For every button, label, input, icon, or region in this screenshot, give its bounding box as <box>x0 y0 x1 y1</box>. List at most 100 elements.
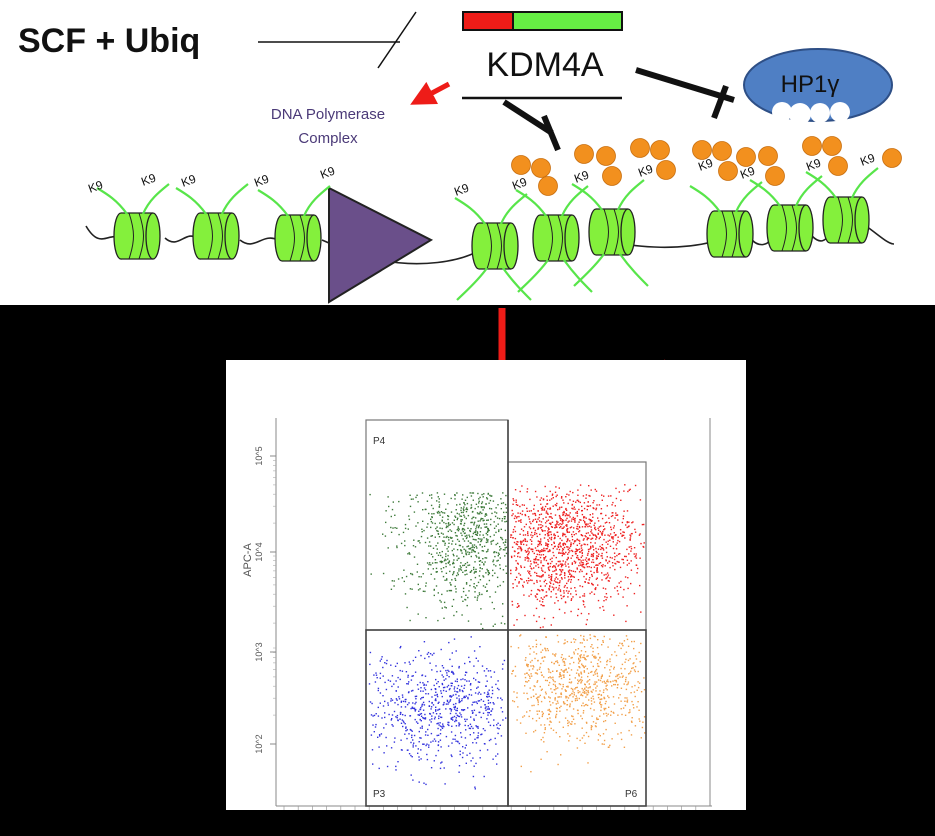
event-dot <box>487 670 490 672</box>
event-dot <box>546 547 548 550</box>
event-dot <box>590 725 593 727</box>
event-dot <box>607 534 609 536</box>
event-dot <box>428 746 430 748</box>
event-dot <box>455 534 457 537</box>
event-dot <box>625 658 627 661</box>
event-dot <box>585 536 587 538</box>
event-dot <box>443 493 446 495</box>
event-dot <box>491 512 493 515</box>
event-dot <box>455 509 457 511</box>
event-dot <box>586 505 588 507</box>
event-dot <box>419 588 421 590</box>
event-dot <box>419 681 421 684</box>
event-dot <box>434 562 436 564</box>
event-dot <box>454 515 456 517</box>
event-dot <box>637 670 639 673</box>
event-dot <box>490 676 492 678</box>
event-dot <box>487 691 489 693</box>
event-dot <box>456 680 458 683</box>
event-dot <box>597 739 599 741</box>
event-dot <box>473 546 475 549</box>
event-dot <box>587 501 589 503</box>
event-dot <box>504 518 506 520</box>
event-dot <box>550 523 552 526</box>
event-dot <box>424 541 427 544</box>
event-dot <box>502 502 505 504</box>
event-dot <box>603 600 605 602</box>
methyl-group <box>531 158 551 178</box>
event-dot <box>529 653 531 655</box>
event-dot <box>473 718 475 720</box>
event-dot <box>455 720 458 722</box>
event-dot <box>511 600 513 603</box>
event-dot <box>504 541 507 543</box>
event-dot <box>437 510 440 513</box>
event-dot <box>578 525 581 528</box>
event-dot <box>517 512 519 514</box>
event-dot <box>471 712 474 714</box>
event-dot <box>382 675 384 677</box>
event-dot <box>592 533 594 536</box>
event-dot <box>556 707 558 710</box>
event-dot <box>606 680 608 682</box>
event-dot <box>540 560 542 562</box>
event-dot <box>465 744 467 746</box>
methyl-group <box>718 161 738 181</box>
event-dot <box>496 763 498 765</box>
event-dot <box>498 529 500 531</box>
event-dot <box>421 492 424 494</box>
event-dot <box>486 668 488 670</box>
event-dot <box>487 714 489 716</box>
event-dot <box>428 724 430 726</box>
event-dot <box>437 709 439 711</box>
event-dot <box>552 566 554 568</box>
event-dot <box>482 700 485 702</box>
event-dot <box>523 581 525 583</box>
event-dot <box>536 669 539 671</box>
event-dot <box>554 526 556 529</box>
event-dot <box>473 765 475 767</box>
event-dot <box>426 653 429 655</box>
event-dot <box>475 568 477 571</box>
event-dot <box>470 694 473 696</box>
event-dot <box>482 520 484 522</box>
event-dot <box>570 544 572 546</box>
event-dot <box>472 711 474 714</box>
event-dot <box>583 666 585 669</box>
event-dot <box>626 559 629 561</box>
event-dot <box>590 661 592 663</box>
event-dot <box>569 694 572 696</box>
event-dot <box>591 537 594 540</box>
event-dot <box>436 511 439 513</box>
event-dot <box>464 574 466 576</box>
event-dot <box>426 743 428 745</box>
event-dot <box>592 674 595 676</box>
event-dot <box>594 655 596 657</box>
event-dot <box>456 678 458 680</box>
event-dot <box>627 645 630 647</box>
event-dot <box>548 534 550 536</box>
event-dot <box>629 488 631 491</box>
event-dot <box>629 709 631 711</box>
event-dot <box>612 512 614 514</box>
event-dot <box>519 574 522 576</box>
event-dot <box>615 654 618 657</box>
event-dot <box>542 554 545 556</box>
event-dot <box>449 699 452 701</box>
event-dot <box>579 501 581 504</box>
event-dot <box>554 699 556 701</box>
event-dot <box>423 641 426 643</box>
event-dot <box>580 693 583 695</box>
event-dot <box>554 504 557 506</box>
event-dot <box>450 497 452 500</box>
event-dot <box>474 538 476 541</box>
event-dot <box>559 563 562 565</box>
event-dot <box>496 687 499 690</box>
event-dot <box>439 767 442 770</box>
event-dot <box>459 753 461 756</box>
event-dot <box>477 700 479 702</box>
event-dot <box>547 543 550 546</box>
event-dot <box>571 533 573 536</box>
event-dot <box>573 541 576 543</box>
event-dot <box>424 734 427 736</box>
